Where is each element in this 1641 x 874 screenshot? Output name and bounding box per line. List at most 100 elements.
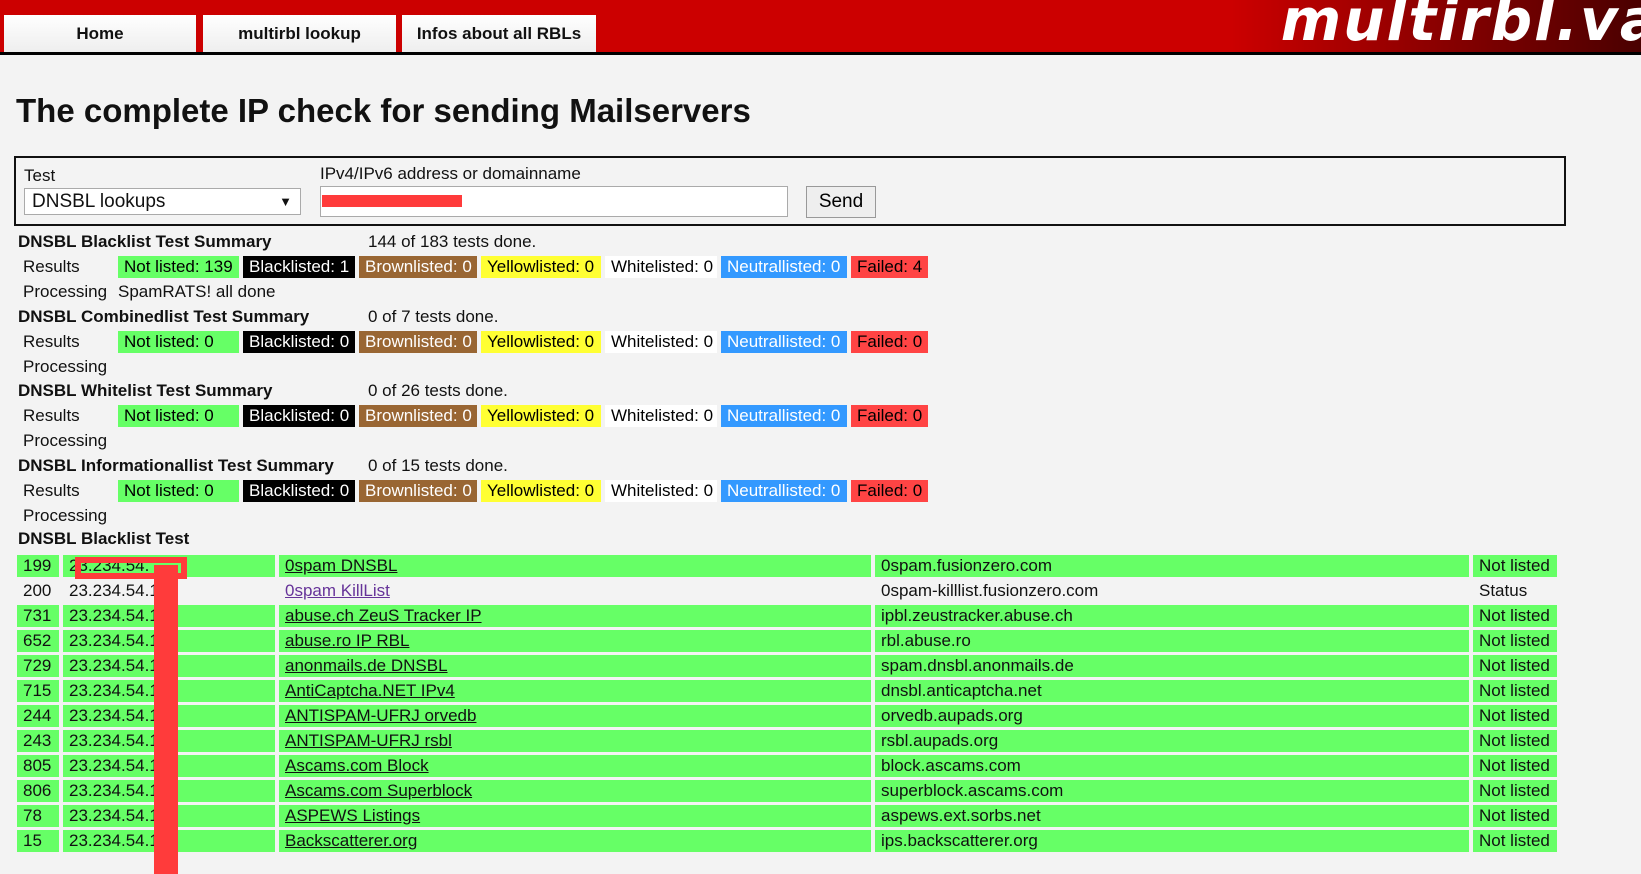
badge-failed: Failed: 0 <box>851 330 928 353</box>
summary-progress: 0 of 15 tests done. <box>368 455 508 475</box>
rbl-link[interactable]: ASPEWS Listings <box>285 806 421 825</box>
status-cell: Not listed <box>1473 805 1557 827</box>
ip-cell: 23.234.54.1 <box>69 581 159 600</box>
status-cell: Not listed <box>1473 605 1557 627</box>
rbl-name-cell: 0spam DNSBL <box>279 555 871 577</box>
tab-multirbl-lookup[interactable]: multirbl lookup <box>203 15 396 52</box>
table-row: 652 23.234.54.1 abuse.ro IP RBL rbl.abuse.r… <box>17 630 1562 655</box>
rbl-link[interactable]: ANTISPAM-UFRJ rsbl <box>285 731 452 750</box>
badge-failed: Failed: 0 <box>851 479 928 502</box>
status-cell: Not listed <box>1473 680 1557 702</box>
rbl-link[interactable]: abuse.ch ZeuS Tracker IP <box>285 606 482 625</box>
badge-yellowlisted: Yellowlisted: 0 <box>481 404 601 427</box>
table-row: 729 23.234.54.1 anonmails.de DNSBL spam.dns… <box>17 655 1562 680</box>
badge-blacklisted: Blacklisted: 0 <box>243 330 355 353</box>
rbl-id: 243 <box>17 730 59 752</box>
rbl-host-cell: aspews.ext.sorbs.net <box>875 805 1469 827</box>
lookup-form: Test DNSBL lookups ▼ IPv4/IPv6 address or… <box>14 156 1566 226</box>
rbl-link[interactable]: Backscatterer.org <box>285 831 418 850</box>
rbl-name-cell: anonmails.de DNSBL <box>279 655 871 677</box>
badge-blacklisted: Blacklisted: 0 <box>243 404 355 427</box>
top-nav: Home multirbl lookup Infos about all RBL… <box>0 0 1641 55</box>
rbl-id: 199 <box>17 555 59 577</box>
rbl-link[interactable]: anonmails.de DNSBL <box>285 656 448 675</box>
rbl-name-cell: AntiCaptcha.NET IPv4 <box>279 680 871 702</box>
summary-section: DNSBL Whitelist Test Summary 0 of 26 test… <box>18 378 1018 453</box>
badge-neutrallisted: Neutrallisted: 0 <box>721 330 847 353</box>
table-row: 78 23.234.54.1 ASPEWS Listings aspews.ext.s… <box>17 805 1562 830</box>
table-row: 731 23.234.54.1 abuse.ch ZeuS Tracker IP ip… <box>17 605 1562 630</box>
rbl-name-cell: Ascams.com Superblock <box>279 780 871 802</box>
rbl-id: 244 <box>17 705 59 727</box>
table-row: 243 23.234.54.1 ANTISPAM-UFRJ rsbl rsbl.aup… <box>17 730 1562 755</box>
rbl-link[interactable]: 0spam KillList <box>285 581 390 600</box>
results-label: Results <box>23 256 80 276</box>
processing-label: Processing <box>23 505 108 525</box>
rbl-link[interactable]: Ascams.com Superblock <box>285 781 473 800</box>
processing-label: Processing <box>23 356 108 376</box>
status-cell: Status <box>1479 581 1528 600</box>
rbl-link[interactable]: 0spam DNSBL <box>285 556 398 575</box>
badge-not-listed: Not listed: 139 <box>118 255 239 278</box>
tab-infos-all-rbls[interactable]: Infos about all RBLs <box>402 15 596 52</box>
badge-brownlisted: Brownlisted: 0 <box>359 330 477 353</box>
rbl-link[interactable]: ANTISPAM-UFRJ orvedb <box>285 706 477 725</box>
table-row: 199 23.234.54. 0spam DNSBL 0spam.fusionzero… <box>17 555 1562 580</box>
badge-brownlisted: Brownlisted: 0 <box>359 255 477 278</box>
badge-neutrallisted: Neutrallisted: 0 <box>721 255 847 278</box>
test-label: Test <box>24 166 56 185</box>
badge-neutrallisted: Neutrallisted: 0 <box>721 479 847 502</box>
rbl-link[interactable]: AntiCaptcha.NET IPv4 <box>285 681 455 700</box>
badge-whitelisted: Whitelisted: 0 <box>605 479 717 502</box>
badge-yellowlisted: Yellowlisted: 0 <box>481 255 601 278</box>
test-select-value: DNSBL lookups <box>32 191 166 212</box>
processing-status: SpamRATS! all done <box>118 281 276 301</box>
rbl-id: 805 <box>17 755 59 777</box>
rbl-id: 78 <box>17 805 59 827</box>
badge-not-listed: Not listed: 0 <box>118 404 239 427</box>
badge-blacklisted: Blacklisted: 0 <box>243 479 355 502</box>
rbl-host-cell: block.ascams.com <box>875 755 1469 777</box>
rbl-link[interactable]: abuse.ro IP RBL <box>285 631 410 650</box>
rbl-name-cell: 0spam KillList <box>279 580 871 602</box>
status-cell: Not listed <box>1473 780 1557 802</box>
page-title: The complete IP check for sending Mailse… <box>16 92 751 129</box>
status-cell: Not listed <box>1473 555 1557 577</box>
test-select[interactable]: DNSBL lookups ▼ <box>24 188 301 215</box>
summary-progress: 0 of 26 tests done. <box>368 380 508 400</box>
status-cell: Not listed <box>1473 705 1557 727</box>
rbl-name-cell: ANTISPAM-UFRJ rsbl <box>279 730 871 752</box>
badge-failed: Failed: 4 <box>851 255 928 278</box>
badge-blacklisted: Blacklisted: 1 <box>243 255 355 278</box>
rbl-id: 652 <box>17 630 59 652</box>
summary-progress: 144 of 183 tests done. <box>368 231 537 251</box>
rbl-id: 15 <box>17 830 59 852</box>
rbl-name-cell: abuse.ch ZeuS Tracker IP <box>279 605 871 627</box>
tab-home[interactable]: Home <box>4 15 196 52</box>
rbl-name-cell: ANTISPAM-UFRJ orvedb <box>279 705 871 727</box>
results-table: 199 23.234.54. 0spam DNSBL 0spam.fusionzero… <box>17 555 1562 855</box>
rbl-id: 729 <box>17 655 59 677</box>
summary-title: DNSBL Blacklist Test Summary <box>18 231 272 251</box>
rbl-name-cell: ASPEWS Listings <box>279 805 871 827</box>
rbl-host-cell: spam.dnsbl.anonmails.de <box>875 655 1469 677</box>
summary-section: DNSBL Combinedlist Test Summary 0 of 7 te… <box>18 304 1018 379</box>
rbl-host-cell: 0spam-killlist.fusionzero.com <box>881 581 1099 600</box>
table-row: 806 23.234.54.1 Ascams.com Superblock super… <box>17 780 1562 805</box>
logo[interactable]: multirbl.va <box>1280 0 1641 54</box>
table-title: DNSBL Blacklist Test <box>18 529 190 548</box>
rbl-host-cell: orvedb.aupads.org <box>875 705 1469 727</box>
rbl-id: 806 <box>17 780 59 802</box>
rbl-host-cell: superblock.ascams.com <box>875 780 1469 802</box>
redaction-mark <box>75 557 187 579</box>
badge-yellowlisted: Yellowlisted: 0 <box>481 330 601 353</box>
summary-section: DNSBL Blacklist Test Summary 144 of 183 t… <box>18 229 1018 304</box>
rbl-name-cell: Backscatterer.org <box>279 830 871 852</box>
rbl-id: 200 <box>23 581 52 600</box>
badge-whitelisted: Whitelisted: 0 <box>605 330 717 353</box>
send-button[interactable]: Send <box>806 186 876 218</box>
dropdown-arrow-icon: ▼ <box>279 194 292 209</box>
rbl-link[interactable]: Ascams.com Block <box>285 756 429 775</box>
badge-not-listed: Not listed: 0 <box>118 330 239 353</box>
summary-title: DNSBL Whitelist Test Summary <box>18 380 273 400</box>
